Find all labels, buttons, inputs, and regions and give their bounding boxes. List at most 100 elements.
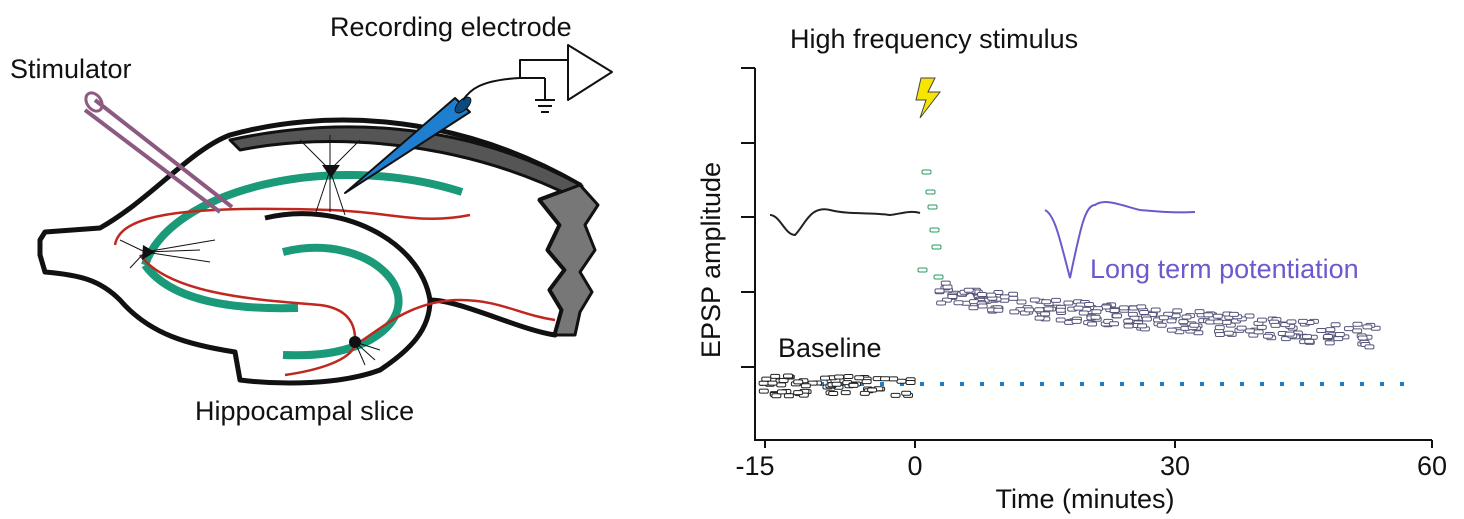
data-point — [1284, 331, 1295, 337]
x-tick-label: 0 — [907, 451, 922, 481]
data-point — [1087, 321, 1098, 327]
data-point — [986, 292, 997, 298]
data-point — [761, 376, 772, 382]
data-point — [776, 382, 787, 388]
data-point — [963, 287, 974, 293]
data-point — [947, 294, 958, 300]
data-point — [1316, 327, 1327, 333]
data-point — [867, 387, 878, 393]
data-point — [993, 307, 1004, 313]
data-point — [1333, 336, 1344, 342]
data-point — [1127, 311, 1138, 317]
data-point — [1123, 323, 1134, 329]
data-point — [880, 376, 891, 382]
baseline-label: Baseline — [778, 333, 882, 363]
data-point — [1362, 324, 1373, 330]
data-point — [1071, 318, 1082, 324]
data-point — [1334, 332, 1345, 338]
data-point — [905, 379, 916, 385]
data-point — [1178, 319, 1189, 325]
data-point — [861, 379, 872, 385]
data-point — [843, 373, 854, 379]
data-point — [778, 377, 789, 383]
data-point — [1324, 340, 1335, 346]
data-point — [776, 389, 787, 395]
data-point — [1091, 309, 1102, 315]
data-point — [840, 390, 851, 396]
slice-label: Hippocampal slice — [195, 396, 414, 426]
data-point — [940, 280, 951, 286]
data-point — [1034, 307, 1045, 313]
data-point — [1041, 299, 1052, 305]
data-point — [1256, 317, 1267, 323]
data-point — [977, 303, 988, 309]
data-point — [1189, 322, 1200, 328]
data-point — [1357, 335, 1368, 341]
ltp-label: Long term potentiation — [1090, 254, 1359, 284]
recording-label: Recording electrode — [330, 12, 572, 42]
data-point — [1055, 317, 1066, 323]
data-point — [925, 189, 936, 195]
data-point — [1118, 305, 1129, 311]
data-point — [1352, 321, 1363, 327]
data-point — [901, 390, 912, 396]
data-point — [1214, 332, 1225, 338]
axes — [741, 67, 1433, 448]
y-axis-label: EPSP amplitude — [696, 162, 726, 358]
data-point — [890, 392, 901, 398]
data-point — [1194, 309, 1205, 315]
data-point — [1270, 322, 1281, 328]
data-point — [783, 393, 794, 399]
data-point — [1016, 299, 1027, 305]
data-point — [1090, 314, 1101, 320]
data-point — [783, 373, 794, 379]
data-point — [1214, 325, 1225, 331]
stimulus-label: High frequency stimulus — [790, 24, 1078, 54]
lightning-icon — [915, 77, 942, 119]
data-point — [828, 390, 839, 396]
data-point — [927, 204, 938, 210]
data-point — [859, 390, 870, 396]
x-tick-label: 30 — [1160, 451, 1190, 481]
data-point — [929, 227, 940, 233]
baseline-trace — [769, 208, 921, 237]
data-point — [1078, 310, 1089, 316]
data-point — [1156, 322, 1167, 328]
data-point — [1236, 325, 1247, 331]
data-point — [820, 375, 831, 381]
data-point — [1172, 308, 1183, 314]
data-point — [933, 274, 944, 280]
data-point — [1024, 307, 1035, 313]
data-point — [917, 267, 928, 273]
data-point — [1109, 307, 1120, 313]
data-point — [999, 294, 1010, 300]
data-point — [800, 383, 811, 389]
data-point — [1297, 318, 1308, 324]
data-point — [1244, 313, 1255, 319]
data-point — [936, 300, 947, 306]
data-point — [770, 373, 781, 379]
data-point — [1286, 319, 1297, 325]
data-point — [968, 305, 979, 311]
data-point — [934, 288, 945, 294]
data-point — [1043, 306, 1054, 312]
data-point — [1136, 304, 1147, 310]
data-point — [1009, 309, 1020, 315]
data-point — [767, 380, 778, 386]
data-point — [848, 382, 859, 388]
x-tick-label: -15 — [735, 451, 774, 481]
data-point — [1008, 295, 1019, 301]
data-point — [1330, 322, 1341, 328]
data-point — [1262, 333, 1273, 339]
data-point — [1352, 328, 1363, 334]
data-point — [1040, 311, 1051, 317]
data-point — [1150, 307, 1161, 313]
data-point — [953, 300, 964, 306]
data-point — [1029, 297, 1040, 303]
data-point — [1364, 344, 1375, 350]
data-point — [921, 169, 932, 175]
data-point — [1325, 327, 1336, 333]
data-point — [1141, 316, 1152, 322]
data-point — [854, 375, 865, 381]
